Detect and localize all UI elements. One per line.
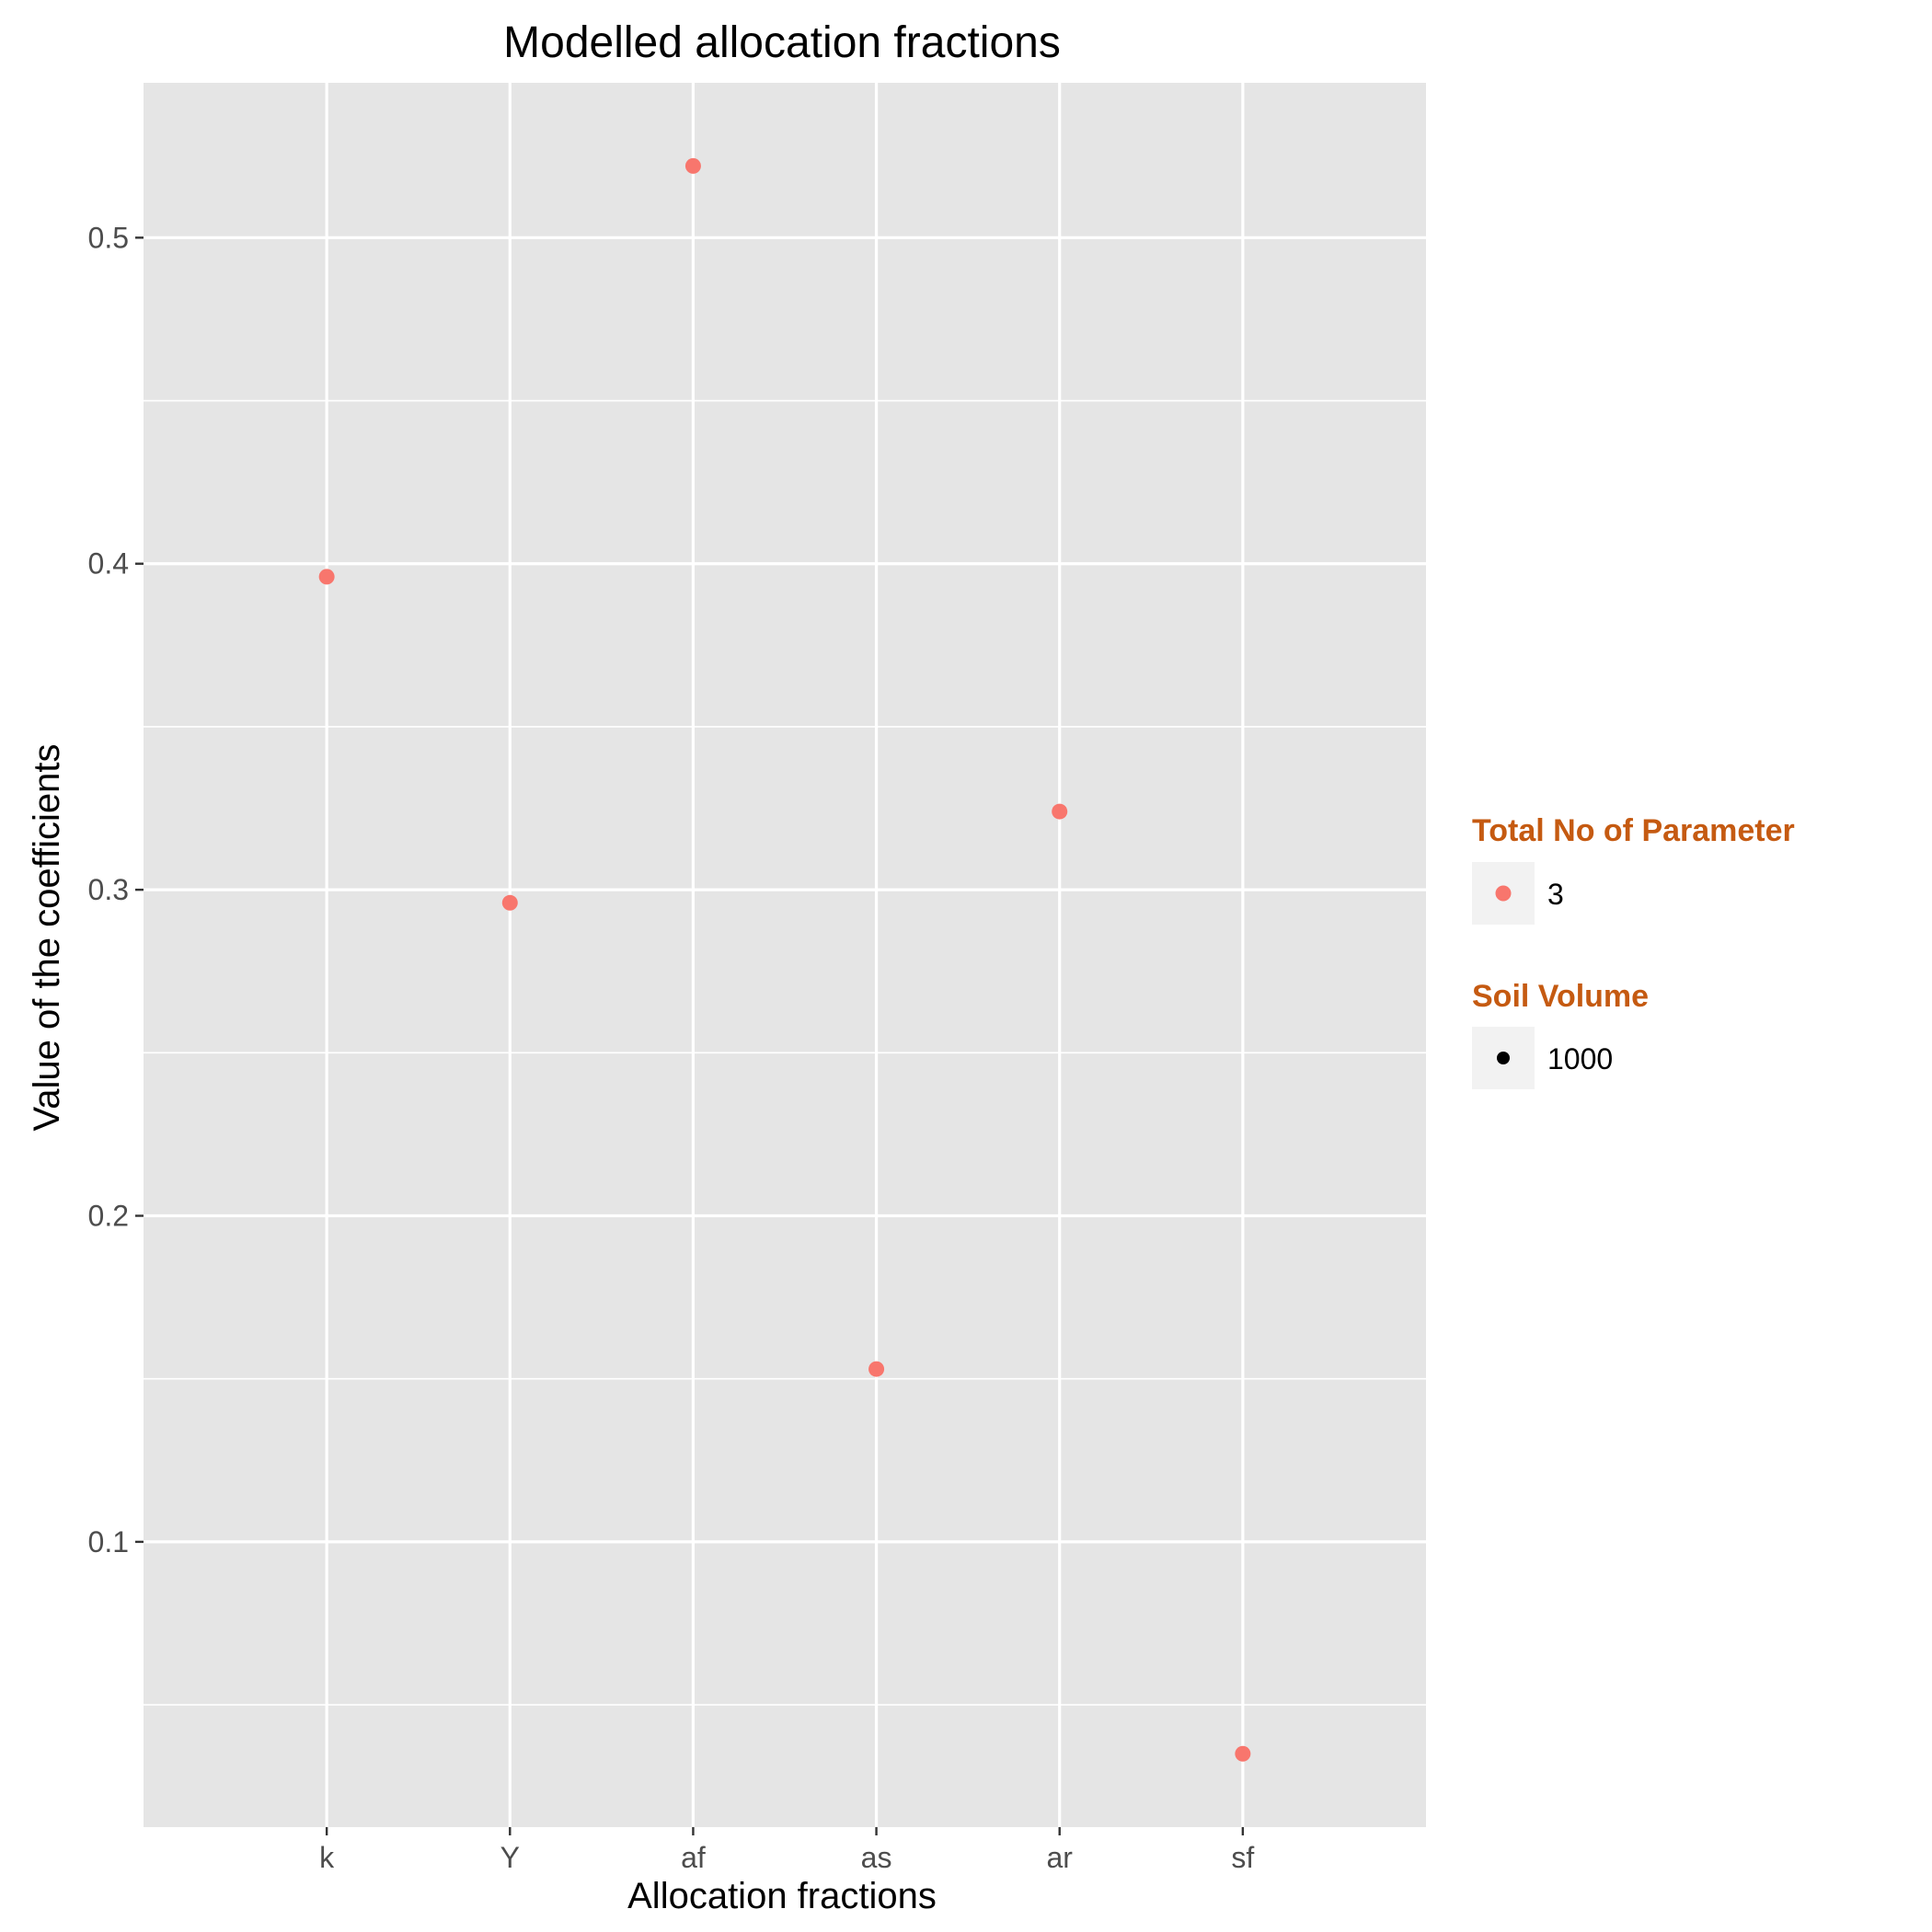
y-tick-label: 0.4: [88, 547, 129, 581]
legend-label: 1000: [1547, 1042, 1613, 1075]
data-points: [318, 157, 1251, 1762]
y-tick-label: 0.2: [88, 1200, 129, 1233]
x-tick-label: Y: [500, 1841, 520, 1874]
y-tick-label: 0.1: [88, 1525, 129, 1558]
legend-soil-volume: Soil Volume 1000: [1472, 979, 1649, 1089]
y-axis: 0.1 0.2 0.3 0.4 0.5: [88, 221, 144, 1558]
x-axis-title: Allocation fractions: [627, 1876, 937, 1916]
legend-total-parameters: Total No of Parameter 3: [1472, 813, 1795, 925]
legend-label: 3: [1547, 878, 1564, 911]
x-tick-label: ar: [1046, 1841, 1073, 1874]
legend-key-point: [1495, 885, 1512, 902]
x-tick-label: sf: [1231, 1841, 1254, 1874]
legend-key-point: [1497, 1052, 1510, 1064]
x-tick-label: k: [319, 1841, 335, 1874]
major-gridlines: [144, 83, 1426, 1827]
data-point: [318, 569, 335, 585]
data-point: [1235, 1745, 1251, 1762]
y-tick-label: 0.3: [88, 873, 129, 906]
y-tick-label: 0.5: [88, 221, 129, 254]
x-tick-label: af: [681, 1841, 706, 1874]
y-axis-title: Value of the coefficients: [27, 743, 67, 1131]
x-tick-label: as: [861, 1841, 892, 1874]
data-point: [868, 1361, 885, 1377]
minor-gridlines: [144, 399, 1426, 1706]
data-point: [1052, 803, 1068, 820]
chart-title: Modelled allocation fractions: [503, 18, 1061, 67]
data-point: [501, 894, 518, 911]
legend-title: Total No of Parameter: [1472, 813, 1795, 848]
plot-panel: [144, 83, 1426, 1827]
legend-title: Soil Volume: [1472, 979, 1649, 1014]
data-point: [684, 157, 701, 174]
